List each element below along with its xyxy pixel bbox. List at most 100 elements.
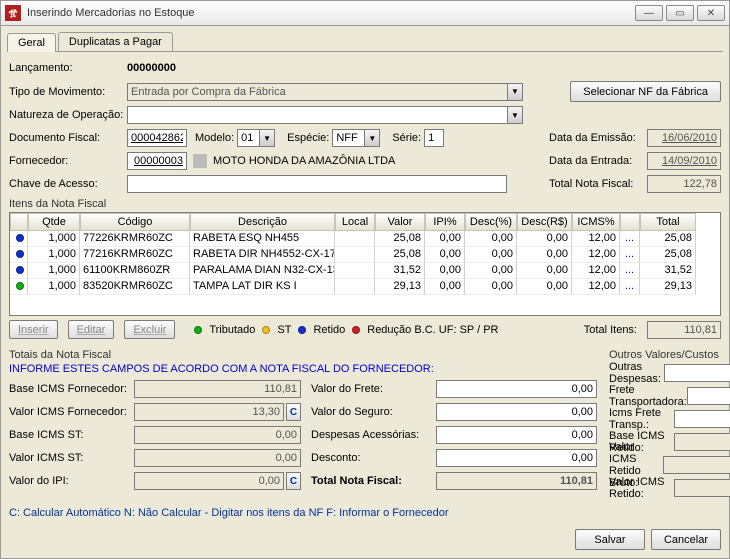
valor-icms-ret-input[interactable] [674,479,730,497]
items-grid[interactable]: QtdeCódigoDescriçãoLocalValorIPI%Desc(%)… [9,212,721,316]
l-valor-frete: Valor do Frete: [311,383,436,395]
calc-c-button[interactable]: C [286,472,301,490]
column-header[interactable]: Código [80,213,190,231]
column-header[interactable]: Descrição [190,213,335,231]
salvar-button[interactable]: Salvar [575,529,645,550]
label-especie: Espécie: [287,132,329,144]
column-header[interactable]: Local [335,213,375,231]
l-base-icms-st: Base ICMS ST: [9,429,134,441]
data-entrada-input[interactable] [647,152,721,170]
outras-desp-input[interactable] [664,364,730,382]
tab-strip: Geral Duplicatas a Pagar [7,32,723,52]
label-total-nf: Total Nota Fiscal: [549,178,647,190]
table-row[interactable]: 1,00077216KRMR60ZCRABETA DIR NH4552-CX-1… [10,247,720,263]
legend-reducao: Redução B.C. UF: SP / PR [367,324,498,336]
supplier-icon [193,154,207,168]
label-modelo: Modelo: [195,132,234,144]
label-natureza: Natureza de Operação: [9,109,127,121]
serie-input[interactable] [424,129,444,147]
valor-icms-st-input[interactable] [134,449,301,467]
valor-icms-forn-input[interactable] [134,403,284,421]
legend-retido: Retido [313,324,345,336]
label-data-emissao: Data da Emissão: [549,132,647,144]
itens-nf-label: Itens da Nota Fiscal [9,198,721,210]
editar-button[interactable]: Editar [68,320,115,339]
st-dot-icon [262,326,270,334]
especie-select[interactable] [332,129,364,147]
tab-duplicatas[interactable]: Duplicatas a Pagar [58,32,173,51]
l-icms-frete: Icms Frete Transp.: [609,407,674,431]
frete-transp-input[interactable] [687,387,730,405]
help-legend: C: Calcular Automático N: Não Calcular -… [9,507,721,519]
column-header[interactable]: IPI% [425,213,465,231]
retido-dot-icon [298,326,306,334]
table-row[interactable]: 1,00061100KRM860ZRPARALAMA DIAN N32-CX-1… [10,263,720,279]
chevron-down-icon[interactable]: ▼ [507,83,523,101]
calc-c-button[interactable]: C [286,403,301,421]
chevron-down-icon[interactable]: ▼ [259,129,275,147]
column-header[interactable]: Valor [375,213,425,231]
label-tipo-mov: Tipo de Movimento: [9,86,127,98]
cancelar-button[interactable]: Cancelar [651,529,721,550]
l-base-icms-forn: Base ICMS Fornecedor: [9,383,134,395]
chevron-down-icon[interactable]: ▼ [364,129,380,147]
column-header[interactable]: Desc(%) [465,213,517,231]
l-frete-transp: Frete Transportadora: [609,384,687,408]
subheader-informe: INFORME ESTES CAMPOS DE ACORDO COM A NOT… [9,363,597,375]
desconto-input[interactable] [436,449,597,467]
close-button[interactable]: ✕ [697,5,725,21]
fornecedor-code-input[interactable] [127,152,187,170]
l-valor-icms-forn: Valor ICMS Fornecedor: [9,406,134,418]
valor-icms-ret-bruto-input[interactable] [663,456,730,474]
value-lancamento: 00000000 [127,62,176,74]
desp-acess-input[interactable] [436,426,597,444]
total-itens-label: Total Itens: [584,324,637,336]
icms-frete-input[interactable] [674,410,730,428]
label-chave: Chave de Acesso: [9,178,127,190]
window-title: Inserindo Mercadorias no Estoque [27,7,632,19]
valor-ipi-input[interactable] [134,472,284,490]
tributado-dot-icon [194,326,202,334]
column-header[interactable]: Total [640,213,696,231]
chevron-down-icon[interactable]: ▼ [507,106,523,124]
legend-tributado: Tributado [209,324,255,336]
title-bar: ፹ Inserindo Mercadorias no Estoque — ▭ ✕ [0,0,730,26]
doc-fiscal-input[interactable] [127,129,187,147]
base-icms-ret-input[interactable] [674,433,730,451]
legend-st: ST [277,324,291,336]
fornecedor-name: MOTO HONDA DA AMAZÔNIA LTDA [213,155,395,167]
column-header[interactable]: ICMS% [572,213,620,231]
minimize-button[interactable]: — [635,5,663,21]
tab-geral[interactable]: Geral [7,33,56,52]
total-nf-footer [436,472,597,490]
chave-acesso-input[interactable] [127,175,507,193]
l-outras-desp: Outras Despesas: [609,361,664,385]
table-row[interactable]: 1,00077226KRMR60ZCRABETA ESQ NH45525,080… [10,231,720,247]
base-icms-st-input[interactable] [134,426,301,444]
l-valor-icms-st: Valor ICMS ST: [9,452,134,464]
tipo-movimento-select[interactable] [127,83,507,101]
label-data-entrada: Data da Entrada: [549,155,647,167]
l-desp-acess: Despesas Acessórias: [311,429,436,441]
data-emissao-input[interactable] [647,129,721,147]
selecionar-nf-button[interactable]: Selecionar NF da Fábrica [570,81,721,102]
inserir-button[interactable]: Inserir [9,320,58,339]
table-row[interactable]: 1,00083520KRMR60ZCTAMPA LAT DIR KS I29,1… [10,279,720,295]
column-header[interactable]: Qtde [28,213,80,231]
column-header[interactable] [10,213,28,231]
l-valor-seguro: Valor do Seguro: [311,406,436,418]
l-total-nf: Total Nota Fiscal: [311,475,436,487]
valor-frete-input[interactable] [436,380,597,398]
excluir-button[interactable]: Excluir [124,320,175,339]
natureza-select[interactable] [127,106,507,124]
valor-seguro-input[interactable] [436,403,597,421]
base-icms-forn-input[interactable] [134,380,301,398]
maximize-button[interactable]: ▭ [666,5,694,21]
totais-nf-label: Totais da Nota Fiscal [9,349,597,361]
modelo-select[interactable] [237,129,259,147]
column-header[interactable]: Desc(R$) [517,213,572,231]
outros-label: Outros Valores/Custos [609,349,730,361]
column-header[interactable] [620,213,640,231]
label-fornecedor: Fornecedor: [9,155,127,167]
total-nf-header [647,175,721,193]
